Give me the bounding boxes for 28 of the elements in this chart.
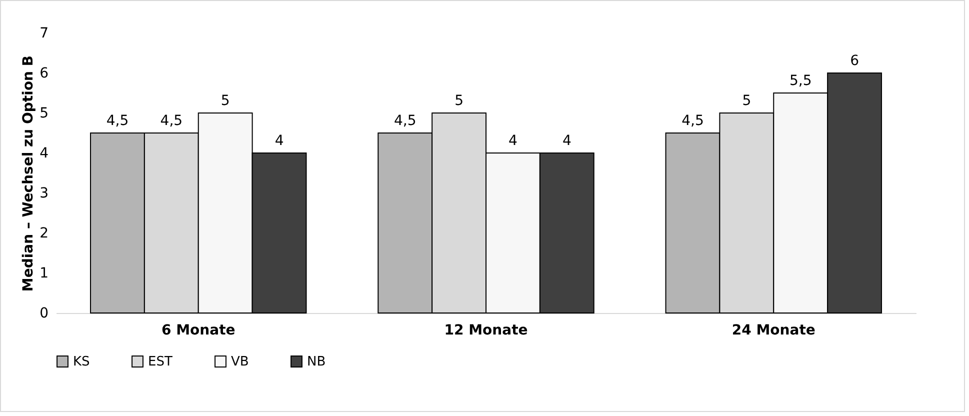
y-tick-label: 7 (40, 26, 48, 42)
y-tick-label: 4 (40, 146, 49, 162)
data-label: 5 (220, 93, 230, 109)
data-label: 5 (454, 93, 464, 109)
y-axis-title: Median – Wechsel zu Option B (20, 55, 37, 292)
data-label: 5 (742, 93, 752, 109)
legend-label: VB (231, 354, 249, 370)
y-tick-label: 0 (40, 306, 48, 322)
legend-label: EST (148, 354, 172, 370)
x-tick-label: 24 Monate (732, 322, 816, 338)
data-label: 4 (508, 133, 518, 149)
data-label: 4,5 (106, 113, 129, 129)
y-tick-label: 6 (40, 66, 49, 82)
data-label: 6 (850, 53, 860, 69)
data-label: 5,5 (789, 73, 812, 89)
data-label: 4 (274, 133, 284, 149)
data-label: 4,5 (160, 113, 183, 129)
data-label: 4,5 (682, 113, 704, 129)
data-label: 4,5 (394, 113, 416, 129)
y-tick-label: 3 (40, 186, 48, 202)
x-tick-label: 12 Monate (444, 322, 528, 338)
legend-label: NB (307, 354, 326, 370)
x-tick-label: 6 Monate (161, 322, 236, 338)
legend-label: KS (73, 354, 90, 370)
y-tick-label: 1 (40, 266, 48, 282)
data-label: 4 (562, 133, 572, 149)
y-tick-label: 2 (40, 226, 48, 242)
y-tick-label: 5 (40, 106, 48, 122)
